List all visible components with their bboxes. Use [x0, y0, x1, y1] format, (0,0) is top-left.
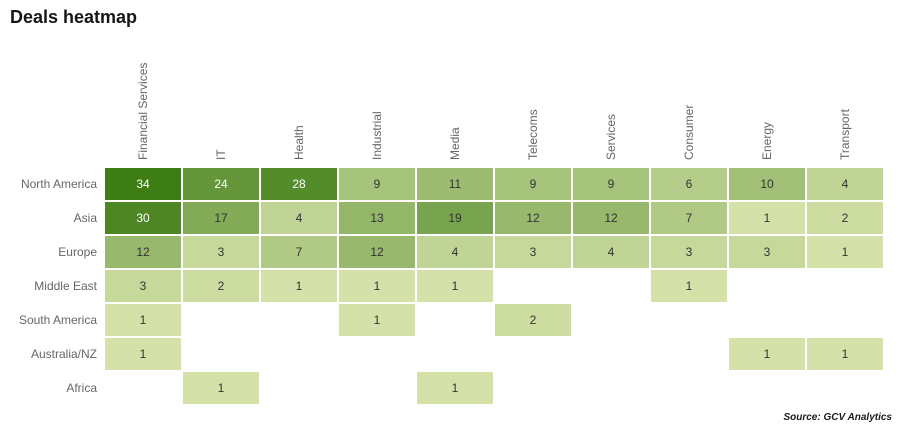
heatmap-cell[interactable]: 1 [339, 304, 415, 336]
row-label-north-america: North America [20, 177, 97, 191]
heatmap-cell[interactable]: 1 [183, 372, 259, 404]
heatmap-cell[interactable]: 12 [495, 202, 571, 234]
source-credit: Source: GCV Analytics [783, 412, 892, 423]
heatmap-cell[interactable]: 19 [417, 202, 493, 234]
row-label-australia-nz: Australia/NZ [30, 347, 97, 361]
heatmap-cell[interactable]: 12 [105, 236, 181, 268]
heatmap-cell[interactable]: 10 [729, 168, 805, 200]
row-label-middle-east: Middle East [34, 279, 97, 293]
column-label-energy: Energy [760, 121, 774, 160]
column-label-services: Services [604, 113, 618, 160]
heatmap-cell[interactable]: 3 [729, 236, 805, 268]
heatmap-cell[interactable]: 1 [261, 270, 337, 302]
heatmap-cell[interactable]: 4 [573, 236, 649, 268]
column-label-financial-services: Financial Services [136, 62, 150, 160]
heatmap-cell[interactable]: 17 [183, 202, 259, 234]
heatmap-cell[interactable]: 3 [105, 270, 181, 302]
heatmap-cell[interactable]: 24 [183, 168, 259, 200]
heatmap-cell[interactable]: 1 [807, 338, 883, 370]
column-label-health: Health [292, 125, 306, 160]
heatmap-cell[interactable]: 3 [183, 236, 259, 268]
heatmap-cell[interactable]: 3 [651, 236, 727, 268]
heatmap-cell[interactable]: 7 [651, 202, 727, 234]
column-label-it: IT [214, 149, 228, 160]
heatmap-cell[interactable]: 4 [261, 202, 337, 234]
heatmap-cell[interactable]: 30 [105, 202, 181, 234]
column-label-transport: Transport [838, 109, 852, 160]
row-label-south-america: South America [18, 313, 97, 327]
heatmap-cell[interactable]: 1 [729, 338, 805, 370]
chart-title: Deals heatmap [10, 7, 138, 27]
heatmap-cell[interactable]: 6 [651, 168, 727, 200]
heatmap-cell[interactable]: 34 [105, 168, 181, 200]
heatmap-cell[interactable]: 1 [807, 236, 883, 268]
heatmap-cell[interactable]: 9 [573, 168, 649, 200]
heatmap-cell[interactable]: 2 [183, 270, 259, 302]
heatmap-cell[interactable]: 1 [339, 270, 415, 302]
row-label-europe: Europe [58, 245, 97, 259]
heatmap-cell[interactable]: 9 [339, 168, 415, 200]
heatmap-cell[interactable]: 12 [339, 236, 415, 268]
heatmap-cell[interactable]: 1 [729, 202, 805, 234]
column-label-media: Media [448, 127, 462, 160]
heatmap-cell[interactable]: 1 [651, 270, 727, 302]
row-label-asia: Asia [73, 211, 97, 225]
heatmap-cell[interactable]: 9 [495, 168, 571, 200]
heatmap-cell[interactable]: 7 [261, 236, 337, 268]
column-label-industrial: Industrial [370, 111, 384, 160]
heatmap-cell[interactable]: 4 [417, 236, 493, 268]
heatmap-cell[interactable]: 28 [261, 168, 337, 200]
heatmap-cell[interactable]: 1 [417, 270, 493, 302]
heatmap-cell[interactable]: 1 [417, 372, 493, 404]
row-label-africa: Africa [66, 381, 97, 395]
heatmap-cell[interactable]: 2 [807, 202, 883, 234]
heatmap-cell[interactable]: 12 [573, 202, 649, 234]
heatmap-cell[interactable]: 1 [105, 304, 181, 336]
column-label-consumer: Consumer [682, 104, 696, 160]
heatmap-cell[interactable]: 4 [807, 168, 883, 200]
heatmap-cell[interactable]: 1 [105, 338, 181, 370]
heatmap-cell[interactable]: 2 [495, 304, 571, 336]
column-label-telecoms: Telecoms [526, 109, 540, 160]
heatmap-cell[interactable]: 13 [339, 202, 415, 234]
heatmap-cell[interactable]: 11 [417, 168, 493, 200]
heatmap-cell[interactable]: 3 [495, 236, 571, 268]
